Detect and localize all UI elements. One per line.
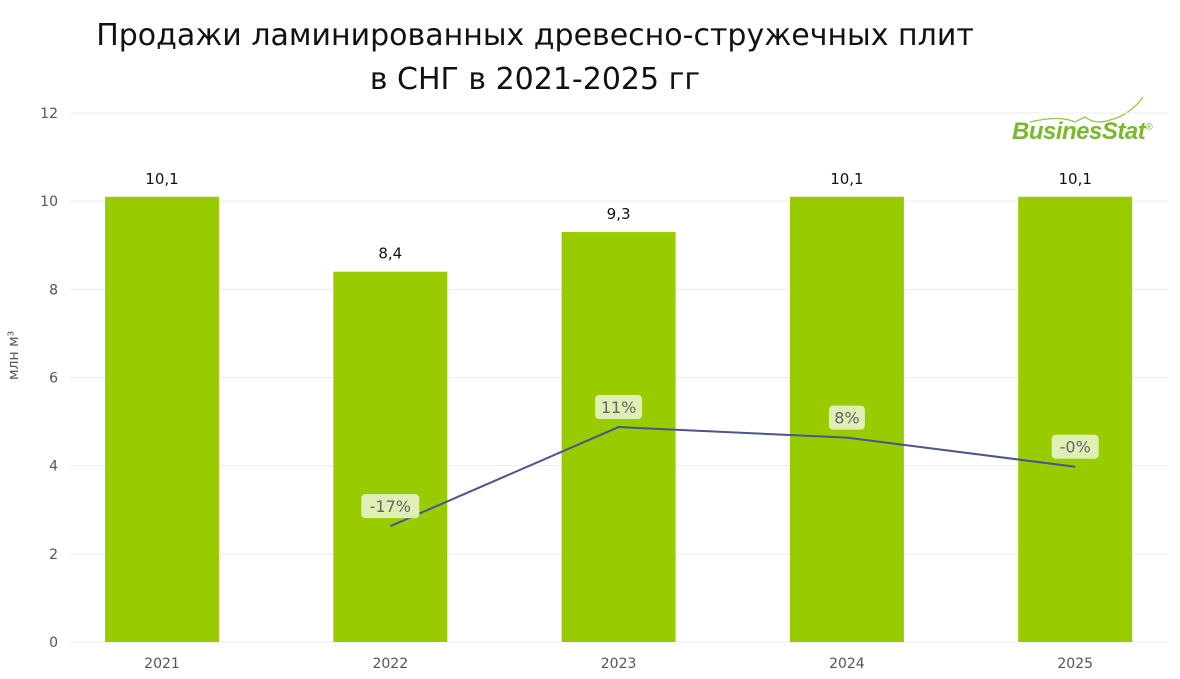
bar-value-label: 8,4 (378, 245, 402, 263)
y-tick-label: 0 (49, 635, 58, 651)
growth-label: -17% (370, 497, 411, 516)
logo-text: BusinesStat (1012, 118, 1146, 145)
title-line-2: в СНГ в 2021-2025 гг (369, 62, 701, 97)
y-tick-label: 8 (49, 282, 58, 298)
bar (105, 196, 219, 642)
x-tick-label: 2022 (372, 656, 408, 672)
bar-value-label: 10,1 (1058, 170, 1091, 188)
y-tick-label: 10 (40, 194, 58, 210)
x-tick-label: 2023 (601, 656, 637, 672)
growth-label-box (828, 405, 865, 430)
y-tick-label: 6 (49, 371, 58, 387)
bar-value-label: 10,1 (145, 170, 178, 188)
y-tick-label: 12 (40, 106, 58, 122)
x-tick-label: 2021 (144, 656, 180, 672)
growth-label-box (1051, 434, 1099, 459)
title-line-1: Продажи ламинированных древесно-стружечн… (96, 18, 974, 53)
chart-title: Продажи ламинированных древесно-стружечн… (0, 14, 1180, 102)
bar-value-label: 10,1 (830, 170, 863, 188)
y-tick-label: 2 (49, 547, 58, 563)
bar (1018, 196, 1133, 642)
growth-label: 8% (834, 409, 859, 428)
bar (561, 232, 676, 642)
bar (333, 271, 448, 642)
x-tick-label: 2025 (1057, 656, 1093, 672)
growth-line (389, 426, 1076, 528)
bar-value-label: 9,3 (607, 205, 631, 223)
businesstat-logo: BusinesStat® (1012, 118, 1153, 146)
growth-label: 11% (601, 398, 637, 417)
growth-label-box (595, 395, 643, 420)
x-tick-label: 2024 (829, 656, 865, 672)
y-tick-label: 4 (49, 459, 58, 475)
growth-label: -0% (1060, 438, 1091, 457)
growth-label-box (361, 494, 420, 519)
logo-mark: ® (1145, 122, 1153, 133)
